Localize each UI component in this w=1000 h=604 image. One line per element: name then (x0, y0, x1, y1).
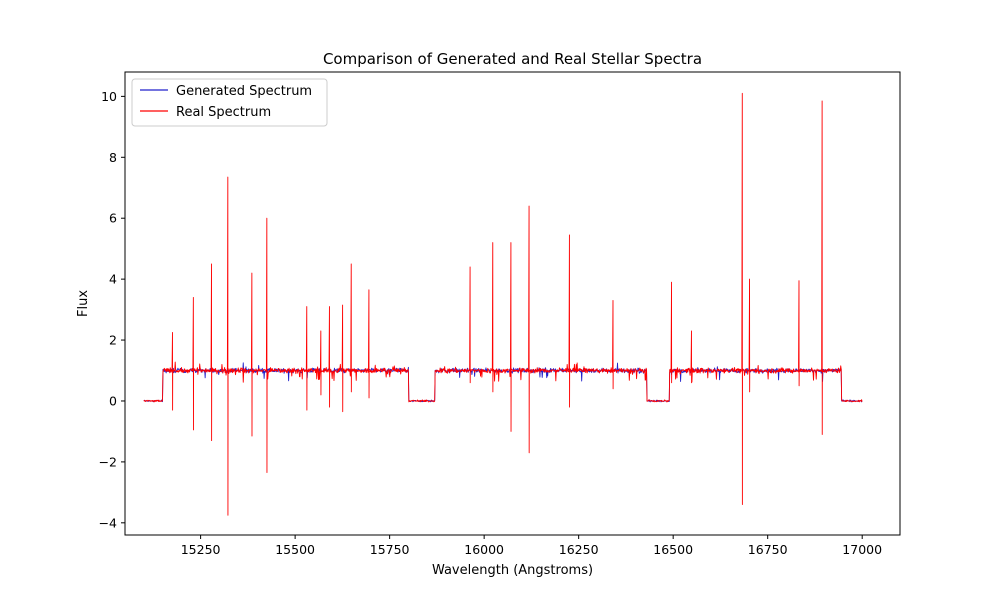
y-axis-ticks: −4 −2 0 2 4 6 8 10 (99, 89, 125, 530)
x-tick-label: 16500 (653, 542, 693, 557)
x-tick-label: 16750 (748, 542, 788, 557)
x-axis-label: Wavelength (Angstroms) (432, 563, 593, 578)
y-tick-label: 8 (109, 150, 117, 165)
x-tick-label: 17000 (842, 542, 882, 557)
series-layer (143, 92, 863, 516)
y-tick-label: −4 (99, 515, 117, 530)
x-tick-label: 16250 (559, 542, 599, 557)
x-tick-label: 15250 (181, 542, 221, 557)
legend-label-real: Real Spectrum (176, 105, 271, 120)
legend-label-generated: Generated Spectrum (176, 84, 312, 99)
y-tick-label: 6 (109, 211, 117, 226)
x-tick-label: 15500 (275, 542, 315, 557)
x-tick-label: 16000 (464, 542, 504, 557)
y-tick-label: 4 (109, 272, 117, 287)
y-tick-label: −2 (99, 454, 117, 469)
plot-frame (124, 71, 901, 536)
legend: Generated Spectrum Real Spectrum (131, 78, 328, 127)
y-tick-label: 0 (109, 393, 117, 408)
y-tick-label: 10 (101, 89, 117, 104)
x-tick-label: 15750 (370, 542, 410, 557)
legend-box (131, 78, 328, 127)
series-line-real (143, 92, 863, 516)
chart-title: Comparison of Generated and Real Stellar… (323, 50, 702, 68)
x-axis-ticks: 15250 15500 15750 16000 16250 16500 16750 17000 (181, 535, 882, 557)
y-tick-label: 2 (109, 333, 117, 348)
y-axis-label: Flux (76, 290, 91, 317)
